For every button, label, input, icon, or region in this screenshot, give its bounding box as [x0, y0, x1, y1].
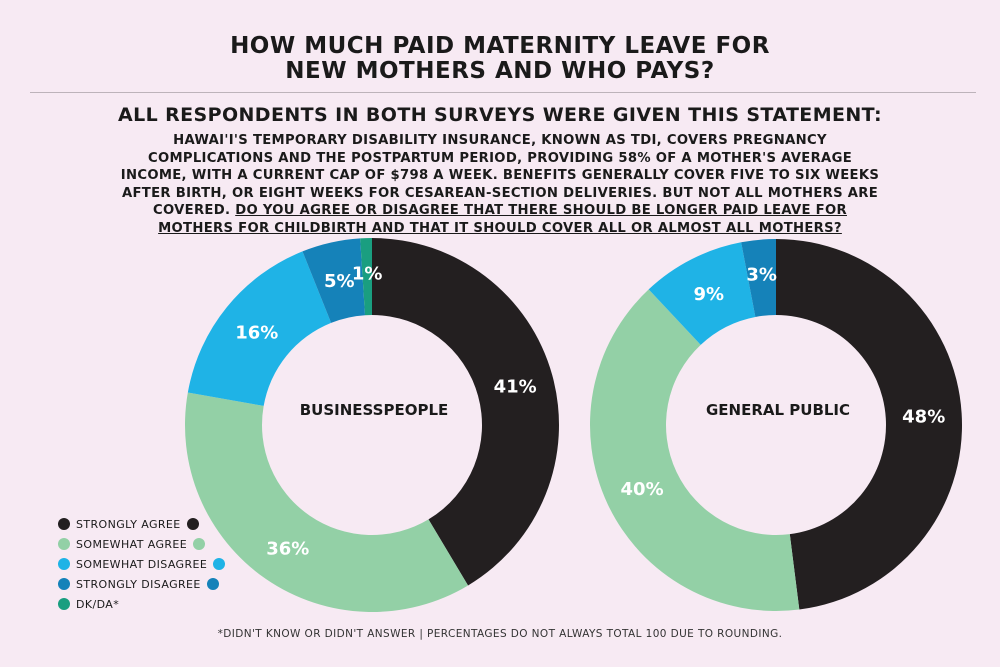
title-divider [30, 92, 976, 93]
donut-slice [302, 238, 366, 323]
slice-label: 36% [266, 538, 309, 559]
legend-swatch-left [58, 518, 70, 530]
statement-text: HAWAI'I'S TEMPORARY DISABILITY INSURANCE… [120, 133, 880, 218]
slice-label: 3% [746, 265, 777, 286]
legend-item: SOMEWHAT AGREE [58, 534, 225, 554]
chart-title-line-1: HOW MUCH PAID MATERNITY LEAVE FOR [230, 33, 770, 59]
legend-swatch-left [58, 538, 70, 550]
donut-chart-businesspeople: 41% 36% 16% 5%1% BUSINESSPEOPLE [185, 238, 559, 612]
legend-swatch-right [186, 518, 199, 530]
legend-label: STRONGLY AGREE [76, 517, 181, 531]
slice-label: 41% [494, 376, 537, 397]
slice-label: 9% [694, 284, 725, 305]
chart-title-line-2: NEW MOTHERS AND WHO PAYS? [285, 58, 715, 84]
footnote: *DIDN'T KNOW OR DIDN'T ANSWER | PERCENTA… [217, 628, 783, 640]
survey-question: DO YOU AGREE OR DISAGREE THAT THERE SHOU… [158, 203, 847, 236]
slice-label: 1% [352, 264, 383, 285]
legend-swatch-right [213, 558, 226, 570]
legend-swatch-left [58, 598, 70, 610]
legend-label: STRONGLY DISAGREE [76, 577, 201, 591]
donut-chart-general-public: 48% 40% 9% 3% GENERAL PUBLIC [589, 239, 963, 611]
donut-slice [589, 289, 800, 611]
donut-slice [360, 238, 372, 316]
donut-center-title: GENERAL PUBLIC [706, 401, 850, 419]
slice-label: 5% [324, 271, 355, 292]
legend-label: DK/DA* [76, 597, 120, 611]
legend-label: SOMEWHAT DISAGREE [76, 557, 208, 571]
donut-slice [185, 392, 469, 612]
chart-title: HOW MUCH PAID MATERNITY LEAVE FOR NEW MO… [0, 34, 1000, 84]
legend-swatch-left [58, 558, 70, 570]
legend-swatch-left [58, 578, 70, 590]
donut-slice [776, 239, 963, 610]
legend-item: SOMEWHAT DISAGREE [58, 554, 226, 574]
slice-label: 48% [902, 407, 945, 428]
survey-statement: HAWAI'I'S TEMPORARY DISABILITY INSURANCE… [120, 132, 880, 237]
donut-slice [372, 238, 559, 586]
legend-item: DK/DA* [58, 594, 225, 614]
legend-item: STRONGLY AGREE [58, 514, 225, 534]
legend-swatch-right [193, 538, 206, 550]
donut-center-title: BUSINESSPEOPLE [300, 401, 449, 419]
donut-slice [187, 251, 332, 406]
legend-item: STRONGLY DISAGREE [58, 574, 225, 594]
legend-label: SOMEWHAT AGREE [76, 537, 188, 551]
donut-slice [648, 242, 756, 345]
slice-label: 40% [621, 479, 664, 500]
legend: STRONGLY AGREE SOMEWHAT AGREE SOMEWHAT D… [58, 514, 226, 614]
donut-slice [741, 239, 776, 317]
slice-label: 16% [235, 322, 278, 343]
legend-swatch-right [206, 578, 219, 590]
subtitle: ALL RESPONDENTS IN BOTH SURVEYS WERE GIV… [118, 104, 882, 126]
